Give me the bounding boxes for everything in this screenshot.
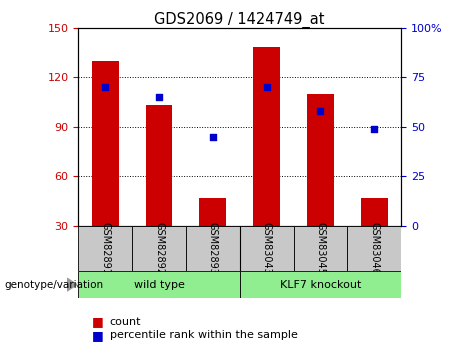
Bar [78, 226, 132, 271]
Point [371, 126, 378, 131]
Bar [253, 47, 280, 226]
Bar [132, 226, 186, 271]
Bar [361, 198, 388, 226]
Text: GSM83046: GSM83046 [369, 222, 379, 275]
Bar [307, 94, 334, 226]
Bar [78, 271, 240, 298]
Bar [240, 271, 401, 298]
Point [155, 94, 163, 100]
Bar [146, 105, 172, 226]
Point [263, 85, 270, 90]
Point [101, 85, 109, 90]
Text: ■: ■ [92, 315, 104, 328]
Text: percentile rank within the sample: percentile rank within the sample [110, 331, 298, 340]
Text: count: count [110, 317, 141, 326]
Bar [240, 226, 294, 271]
Text: KLF7 knockout: KLF7 knockout [280, 280, 361, 289]
Bar [186, 226, 240, 271]
Point [209, 134, 217, 139]
Text: GSM82891: GSM82891 [100, 222, 110, 275]
Text: GSM83045: GSM83045 [315, 222, 325, 275]
Text: genotype/variation: genotype/variation [5, 280, 104, 289]
Bar [92, 61, 118, 226]
Text: GSM83043: GSM83043 [261, 222, 272, 275]
Bar [199, 198, 226, 226]
Bar [347, 226, 401, 271]
Text: GSM82892: GSM82892 [154, 222, 164, 275]
Text: GSM82893: GSM82893 [208, 222, 218, 275]
Polygon shape [67, 278, 77, 291]
Text: ■: ■ [92, 329, 104, 342]
Text: GDS2069 / 1424749_at: GDS2069 / 1424749_at [154, 12, 325, 28]
Bar [294, 226, 347, 271]
Point [317, 108, 324, 114]
Text: wild type: wild type [134, 280, 184, 289]
